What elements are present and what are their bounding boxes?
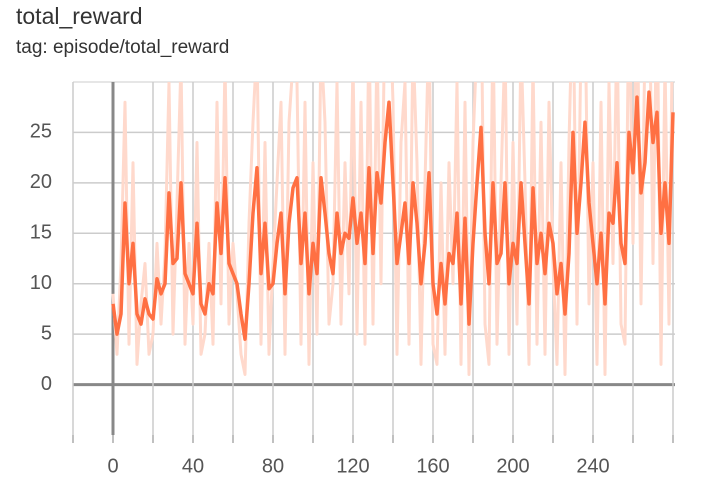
x-tick-label: 40: [182, 455, 204, 477]
y-tick-label: 5: [41, 322, 52, 344]
y-tick-label: 20: [30, 171, 52, 193]
x-tick-label: 0: [107, 455, 118, 477]
chart-title: total_reward: [16, 3, 143, 29]
y-tick-label: 25: [30, 121, 52, 143]
y-tick-label: 10: [30, 272, 52, 294]
x-tick-label: 120: [336, 455, 369, 477]
x-tick-label: 240: [576, 455, 609, 477]
x-tick-label: 160: [416, 455, 449, 477]
smoothed-line: [111, 90, 675, 341]
y-tick-label: 0: [41, 373, 52, 395]
chart-subtitle: tag: episode/total_reward: [16, 37, 229, 58]
x-tick-label: 200: [496, 455, 529, 477]
x-tick-label: 80: [262, 455, 284, 477]
y-tick-label: 15: [30, 222, 52, 244]
